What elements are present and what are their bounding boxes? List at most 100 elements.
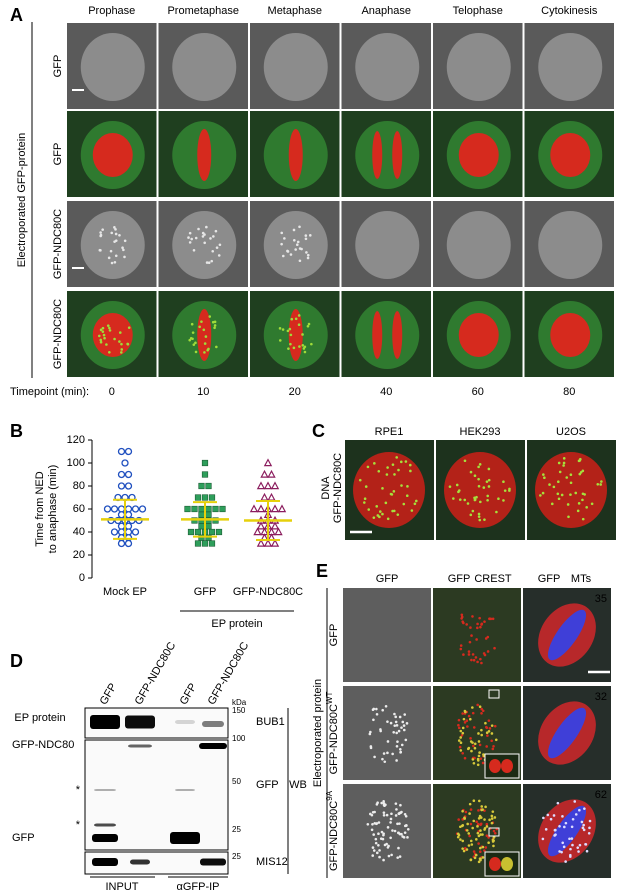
data-point: [138, 505, 147, 513]
dot: [490, 821, 494, 825]
band: [200, 858, 226, 866]
dot: [599, 483, 602, 486]
dot: [472, 658, 476, 662]
cell: [538, 211, 603, 279]
dot: [403, 713, 407, 716]
dot: [470, 658, 473, 662]
left-label: GFP: [12, 832, 35, 844]
dot: [389, 492, 393, 496]
band: [128, 744, 152, 748]
dot: [479, 822, 483, 826]
dot: [577, 502, 581, 505]
chromosomes: [288, 309, 303, 361]
column-header: CREST: [474, 573, 512, 585]
dot: [558, 850, 561, 853]
dot: [485, 745, 488, 748]
dot: [503, 489, 507, 492]
dot: [304, 237, 308, 241]
dot: [557, 480, 560, 483]
dot: [210, 259, 214, 263]
dot: [397, 831, 400, 835]
dot: [472, 744, 475, 748]
dot: [286, 250, 290, 253]
dot: [478, 814, 482, 818]
dot: [564, 860, 567, 863]
dot: [386, 466, 389, 469]
dot: [382, 811, 386, 814]
dot: [188, 338, 192, 342]
cell: [172, 211, 237, 279]
dot: [561, 815, 564, 818]
dot: [461, 809, 464, 813]
dot: [476, 825, 479, 828]
group-label: EP protein: [211, 618, 262, 630]
dot: [367, 508, 371, 511]
column-header: Telophase: [453, 5, 503, 17]
dot: [398, 855, 402, 858]
dot: [392, 731, 395, 734]
dot: [381, 708, 384, 712]
chromosomes: [372, 311, 383, 359]
dot: [471, 826, 474, 830]
dot: [502, 499, 505, 502]
dot: [569, 847, 572, 851]
dot: [487, 841, 490, 845]
dot: [381, 512, 384, 516]
dot: [585, 849, 589, 853]
dot: [399, 803, 402, 807]
dot: [400, 810, 403, 814]
dot: [459, 647, 463, 651]
dot: [482, 753, 485, 756]
dot: [461, 839, 465, 843]
dot: [384, 501, 388, 505]
timepoint-label: Timepoint (min):: [10, 386, 89, 398]
dot: [211, 249, 215, 253]
dot: [571, 817, 575, 821]
dot: [217, 254, 221, 257]
dot: [480, 728, 483, 732]
dot: [473, 498, 477, 501]
dot: [281, 328, 285, 331]
dot: [477, 809, 480, 812]
dot: [477, 799, 481, 803]
dot: [462, 849, 466, 853]
dot: [473, 856, 477, 860]
dot: [97, 334, 101, 338]
row-label: GFP-NDC80C: [52, 299, 64, 369]
dot: [295, 243, 299, 247]
dot: [459, 736, 462, 739]
dot: [211, 320, 215, 324]
column-header: Anaphase: [361, 5, 411, 17]
data-point: [260, 469, 269, 478]
dot: [487, 467, 491, 471]
dot: [491, 747, 495, 751]
dot: [486, 650, 490, 653]
y-tick-label: 40: [73, 526, 85, 538]
dot: [215, 246, 219, 249]
data-point: [256, 481, 266, 490]
band: [202, 721, 224, 727]
dot: [578, 843, 582, 847]
dot: [486, 494, 490, 498]
dot: [471, 711, 475, 715]
timepoint: 60: [472, 386, 484, 398]
dot: [298, 247, 302, 250]
dot: [487, 719, 491, 722]
dot: [460, 613, 464, 617]
dot: [118, 340, 121, 343]
data-point: [215, 528, 223, 536]
dot: [389, 821, 392, 824]
column-header: GFP: [448, 573, 471, 585]
dot: [485, 726, 489, 730]
dot: [463, 756, 467, 760]
dot: [372, 718, 375, 722]
data-point: [110, 505, 119, 513]
y-tick-label: 120: [67, 434, 85, 446]
cell: [446, 33, 511, 101]
dot: [460, 734, 464, 737]
dot: [376, 514, 380, 517]
dot: [552, 485, 556, 489]
dot: [403, 831, 407, 834]
dot: [289, 342, 292, 346]
dot: [469, 737, 472, 740]
